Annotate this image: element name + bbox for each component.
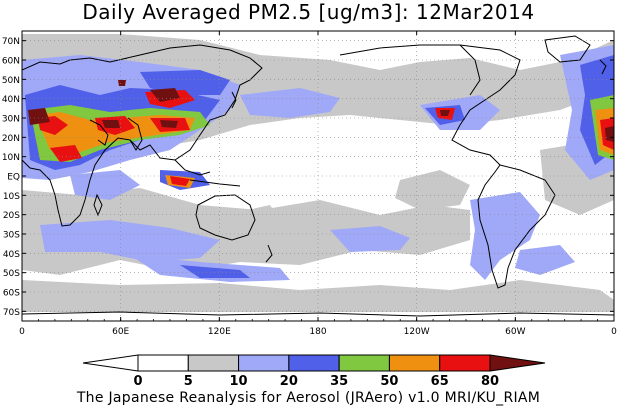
lon-label: 120W xyxy=(404,327,430,337)
lat-label: 70S xyxy=(3,308,20,318)
lon-label: 60E xyxy=(112,327,129,337)
colorbar-label: 35 xyxy=(330,374,348,389)
lat-label: 70N xyxy=(2,37,20,47)
colorbar-label: 0 xyxy=(133,374,142,389)
lat-label: 40N xyxy=(2,95,20,105)
lat-label: 20N xyxy=(2,134,20,144)
credit-line: The Japanese Reanalysis for Aerosol (JRA… xyxy=(76,390,541,406)
axis-ticks xyxy=(21,31,615,321)
lon-label: 0 xyxy=(19,327,25,337)
lon-label: 0 xyxy=(611,327,617,337)
colorbar-segment xyxy=(439,354,491,372)
colorbar-label: 80 xyxy=(481,374,499,389)
lat-label: 10S xyxy=(3,192,20,202)
colorbar-high-triangle xyxy=(489,354,546,372)
lon-label: 60W xyxy=(505,327,525,337)
lat-label: 60N xyxy=(2,57,20,67)
pm25-field xyxy=(22,34,614,317)
longitude-labels: 0 60E 120E 180 120W 60W 0 xyxy=(19,327,617,337)
lat-label: 50N xyxy=(2,76,20,86)
lat-label: 50S xyxy=(3,269,20,279)
colorbar-label: 50 xyxy=(380,374,398,389)
lat-label: 20S xyxy=(3,211,20,221)
map-area: 70N 60N 50N 40N 30N 20N 10N EQ 10S 20S 30S 40S 50S 60… xyxy=(2,30,617,337)
colorbar-segment xyxy=(288,354,340,372)
lon-label: 180 xyxy=(309,327,326,337)
colorbar-label: 65 xyxy=(431,374,449,389)
colorbar: 0 5 10 20 35 50 65 80 xyxy=(82,354,546,389)
lat-label: 30S xyxy=(3,231,20,241)
colorbar-segment xyxy=(338,354,390,372)
coastlines xyxy=(22,35,614,317)
lat-label: 40S xyxy=(3,250,20,260)
colorbar-segment xyxy=(238,354,290,372)
lat-label: 10N xyxy=(2,153,20,163)
pm25-band-above-80 xyxy=(28,80,614,142)
colorbar-label: 10 xyxy=(230,374,248,389)
colorbar-label: 20 xyxy=(280,374,298,389)
lon-label: 120E xyxy=(208,327,231,337)
colorbar-segment xyxy=(137,354,189,372)
colorbar-segment xyxy=(388,354,441,372)
colorbar-label: 5 xyxy=(184,374,193,389)
colorbar-segment xyxy=(187,354,240,372)
graticule xyxy=(21,31,615,321)
lat-label: 30N xyxy=(2,115,20,125)
lat-label: 60S xyxy=(3,289,20,299)
lat-label: EQ xyxy=(7,173,20,183)
latitude-labels: 70N 60N 50N 40N 30N 20N 10N EQ 10S 20S 30S 40S 50S 60… xyxy=(2,37,20,318)
map-title: Daily Averaged PM2.5 [ug/m3]: 12Mar2014 xyxy=(82,0,535,24)
colorbar-low-triangle xyxy=(82,354,139,372)
